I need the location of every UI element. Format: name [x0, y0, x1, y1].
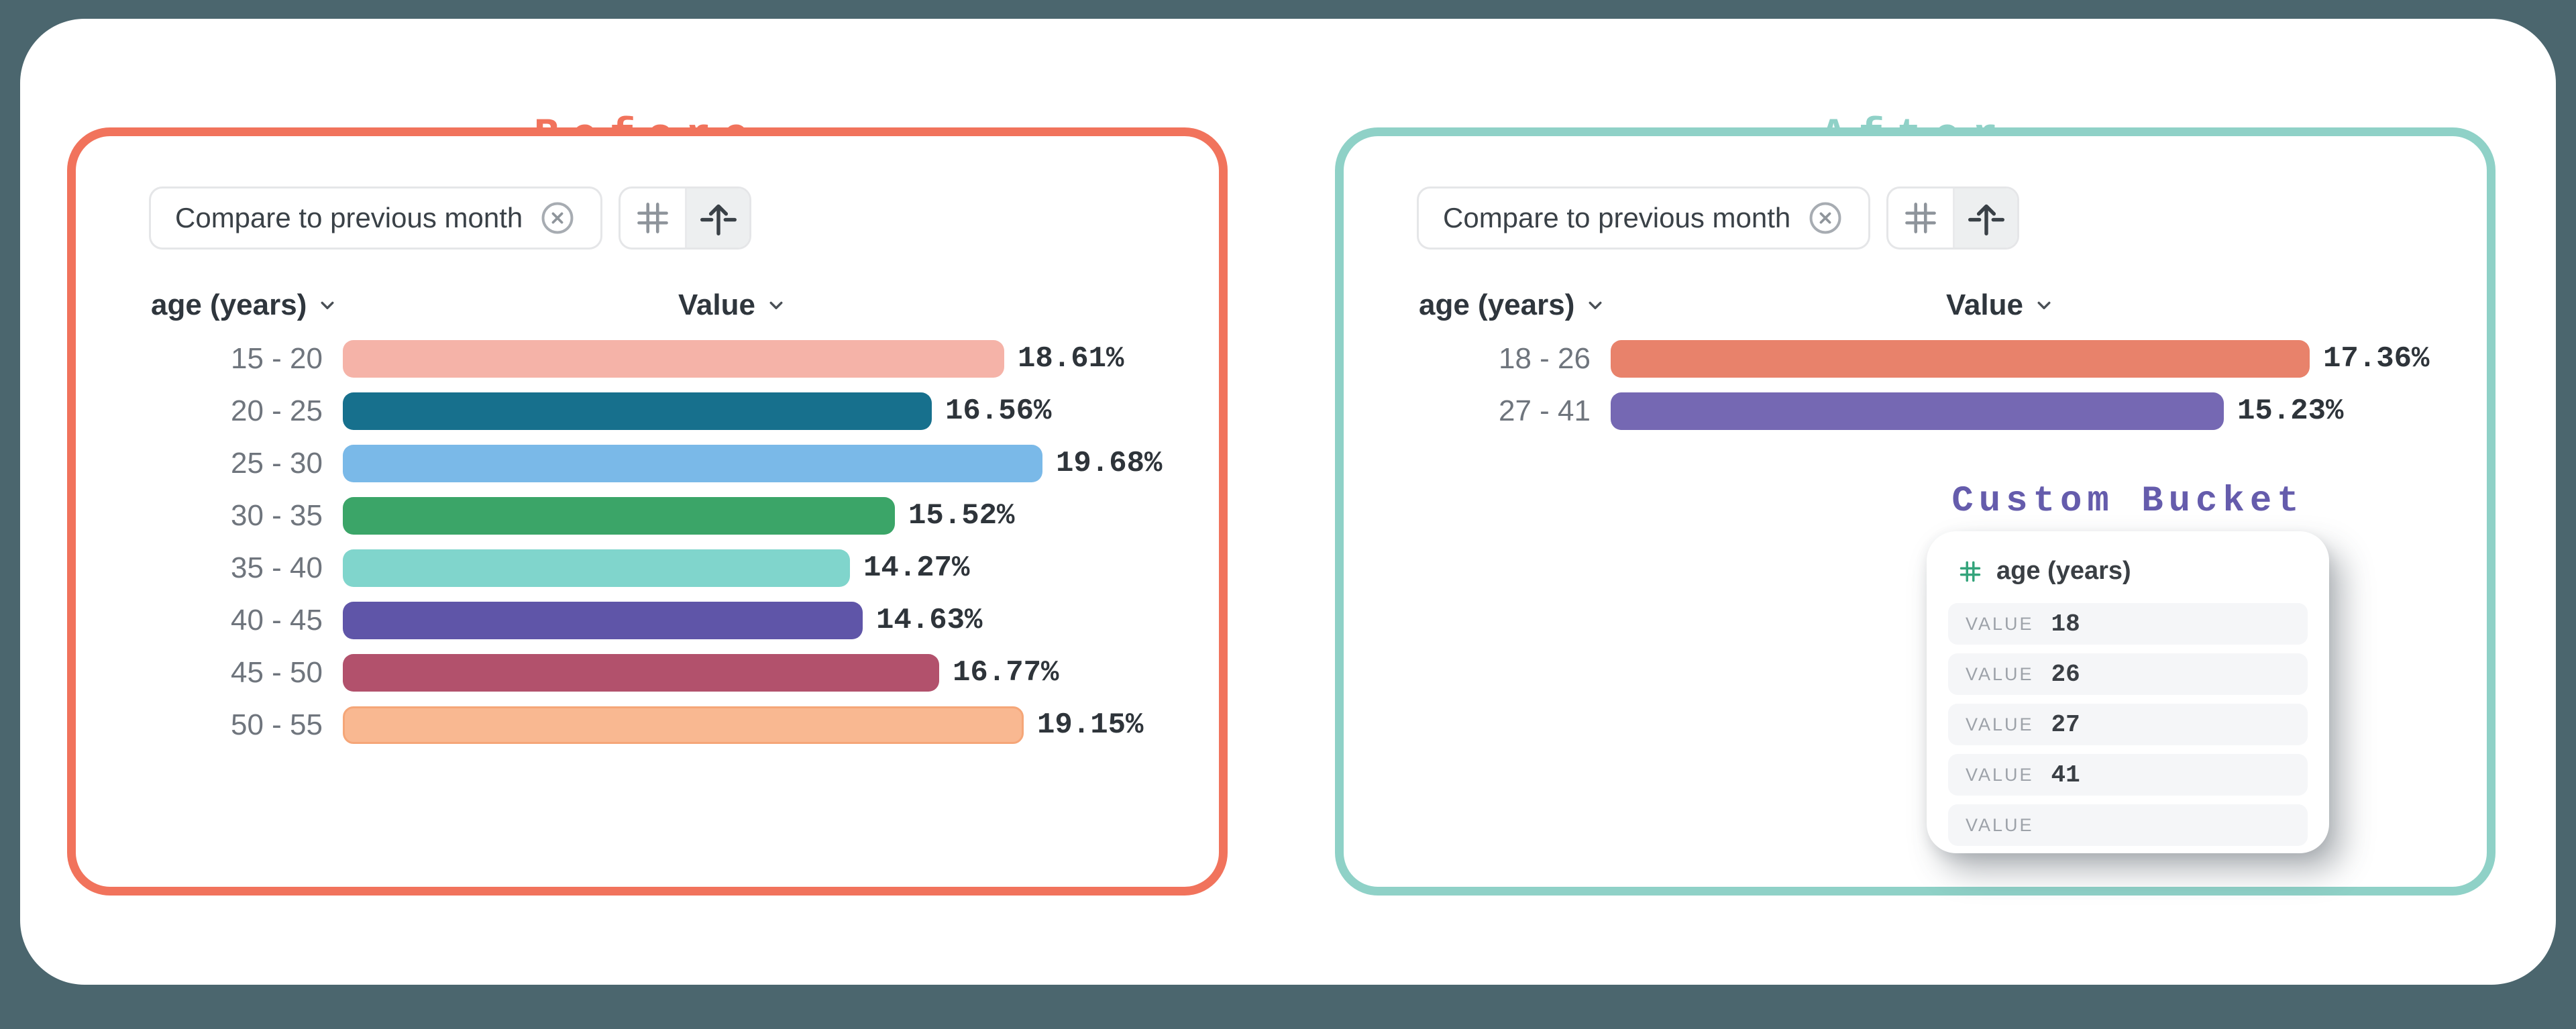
- after-controls: Compare to previous month: [1417, 186, 2020, 250]
- bucket-field-label: VALUE: [1966, 764, 2034, 785]
- bucket-field-header: age (years): [1927, 531, 2329, 586]
- number-format-button[interactable]: [621, 188, 685, 248]
- remove-filter-icon[interactable]: [1807, 199, 1844, 237]
- axis-format-button[interactable]: [1953, 188, 2018, 248]
- bar[interactable]: [1611, 392, 2224, 430]
- bar-value-label: 15.23%: [2237, 394, 2344, 428]
- bar-value-label: 16.77%: [953, 656, 1059, 690]
- chevron-down-icon: [765, 294, 788, 317]
- hash-icon: [633, 199, 672, 237]
- number-format-button[interactable]: [1888, 188, 1953, 248]
- bar[interactable]: [343, 549, 850, 587]
- measure-header-label: Value: [678, 288, 755, 321]
- after-frame: Compare to previous month: [1335, 127, 2496, 896]
- bar[interactable]: [343, 392, 932, 430]
- after-bar-chart: 18 - 26 17.36% 27 - 41 15.23%: [1344, 340, 2487, 445]
- bar-category-label: 27 - 41: [1499, 394, 1591, 427]
- bar-category-label: 25 - 30: [231, 447, 323, 480]
- bucket-field-value: 26: [2051, 660, 2080, 688]
- bucket-value-field[interactable]: VALUE: [1948, 804, 2308, 846]
- bar-value-label: 14.63%: [876, 604, 983, 637]
- dimension-header-label: age (years): [151, 288, 307, 321]
- bar-category-label: 45 - 50: [231, 656, 323, 689]
- bucket-value-field[interactable]: VALUE 41: [1948, 754, 2308, 796]
- bar-row: 40 - 45 14.63%: [76, 602, 1219, 639]
- bar[interactable]: [343, 340, 1004, 378]
- bar-row: 30 - 35 15.52%: [76, 497, 1219, 535]
- bucket-field-label: VALUE: [1966, 613, 2034, 634]
- bar-category-label: 20 - 25: [231, 394, 323, 427]
- bar[interactable]: [343, 706, 1024, 744]
- bucket-field-value: 18: [2051, 610, 2080, 638]
- filter-chip-label: Compare to previous month: [1443, 202, 1791, 233]
- measure-header[interactable]: Value: [678, 288, 788, 322]
- bar-value-label: 16.56%: [945, 394, 1052, 428]
- bar[interactable]: [343, 602, 863, 639]
- main-card: Before Compare to previous month: [20, 19, 2556, 985]
- measure-header[interactable]: Value: [1946, 288, 2055, 322]
- bucket-field-label: VALUE: [1966, 714, 2034, 735]
- bucket-field-label: VALUE: [1966, 663, 2034, 684]
- chevron-down-icon: [2033, 294, 2055, 317]
- bucket-value-field[interactable]: VALUE 18: [1948, 603, 2308, 645]
- custom-bucket-popup: age (years) VALUE 18 VALUE 26 VALUE 27 VALUE 41…: [1927, 531, 2329, 853]
- dimension-header[interactable]: age (years): [151, 288, 339, 322]
- format-toggle: [619, 186, 752, 250]
- chevron-down-icon: [1584, 294, 1607, 317]
- dimension-header[interactable]: age (years): [1419, 288, 1607, 322]
- before-frame: Compare to previous month: [67, 127, 1228, 896]
- bar-category-label: 50 - 55: [231, 708, 323, 741]
- custom-bucket-title: Custom Bucket: [1951, 481, 2304, 522]
- bar-value-label: 17.36%: [2323, 342, 2430, 376]
- bar[interactable]: [1611, 340, 2310, 378]
- bar[interactable]: [343, 497, 895, 535]
- after-column-headers: age (years) Value: [1344, 288, 2487, 326]
- bar-value-label: 18.61%: [1018, 342, 1124, 376]
- before-column-headers: age (years) Value: [76, 288, 1219, 326]
- bar-row: 35 - 40 14.27%: [76, 549, 1219, 587]
- bar-row: 27 - 41 15.23%: [1344, 392, 2487, 430]
- bucket-field-label: VALUE: [1966, 814, 2034, 835]
- format-toggle: [1886, 186, 2020, 250]
- bar-category-label: 15 - 20: [231, 342, 323, 375]
- bucket-value-list: VALUE 18 VALUE 26 VALUE 27 VALUE 41 VALUE: [1948, 603, 2308, 846]
- before-controls: Compare to previous month: [149, 186, 752, 250]
- axis-format-button[interactable]: [685, 188, 750, 248]
- chevron-down-icon: [316, 294, 339, 317]
- dimension-header-label: age (years): [1419, 288, 1575, 321]
- remove-filter-icon[interactable]: [539, 199, 576, 237]
- bucket-value-field[interactable]: VALUE 27: [1948, 704, 2308, 745]
- filter-chip-label: Compare to previous month: [175, 202, 523, 233]
- bucket-field-value: 27: [2051, 710, 2080, 739]
- bar[interactable]: [343, 654, 939, 692]
- bar-category-label: 18 - 26: [1499, 342, 1591, 375]
- hash-icon: [1901, 199, 1940, 237]
- bar-row: 15 - 20 18.61%: [76, 340, 1219, 378]
- bar-category-label: 35 - 40: [231, 551, 323, 584]
- bar-row: 25 - 30 19.68%: [76, 445, 1219, 482]
- bar-value-label: 15.52%: [908, 499, 1015, 533]
- axis-arrow-icon: [1966, 197, 2007, 239]
- filter-chip[interactable]: Compare to previous month: [149, 186, 603, 250]
- bar-row: 45 - 50 16.77%: [76, 654, 1219, 692]
- bucket-field-name: age (years): [1996, 557, 2131, 585]
- bucket-value-field[interactable]: VALUE 26: [1948, 653, 2308, 695]
- axis-arrow-icon: [698, 197, 739, 239]
- numeric-field-hash-icon: [1957, 559, 1983, 584]
- filter-chip[interactable]: Compare to previous month: [1417, 186, 1871, 250]
- bar-row: 18 - 26 17.36%: [1344, 340, 2487, 378]
- measure-header-label: Value: [1946, 288, 2023, 321]
- bar-category-label: 30 - 35: [231, 499, 323, 532]
- bar-value-label: 19.68%: [1056, 447, 1163, 480]
- bar-value-label: 19.15%: [1037, 708, 1144, 742]
- bar-category-label: 40 - 45: [231, 604, 323, 637]
- bucket-field-value: 41: [2051, 761, 2080, 789]
- before-bar-chart: 15 - 20 18.61% 20 - 25 16.56% 25 - 30 19.68% 3…: [76, 340, 1219, 759]
- bar-row: 50 - 55 19.15%: [76, 706, 1219, 744]
- bar[interactable]: [343, 445, 1042, 482]
- bar-row: 20 - 25 16.56%: [76, 392, 1219, 430]
- bar-value-label: 14.27%: [863, 551, 970, 585]
